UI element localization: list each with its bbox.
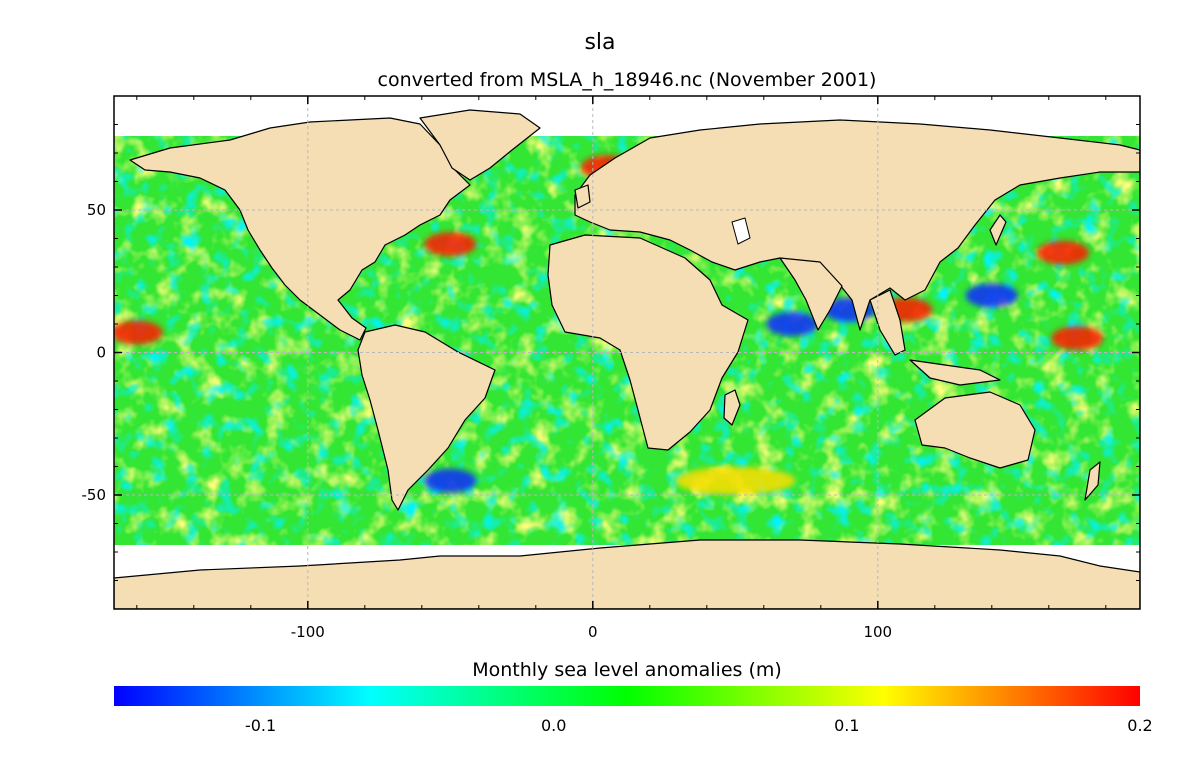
map-subtitle: converted from MSLA_h_18946.nc (November… — [377, 69, 877, 91]
anomaly-southern-ocean-atlantic — [424, 468, 477, 493]
australia — [914, 391, 1036, 469]
y-tick-label: 50 — [87, 201, 106, 219]
colorbar-tick-label: 0.0 — [540, 716, 567, 735]
anomaly-gulf-stream — [424, 232, 477, 257]
grid-lines — [114, 96, 1140, 609]
indian-subcontinent — [779, 257, 843, 331]
japan — [989, 214, 1007, 246]
map-title: sla — [584, 30, 616, 55]
british-isles — [574, 184, 591, 209]
x-tick-label: 100 — [863, 623, 892, 641]
land-masses — [114, 109, 1140, 609]
axes: -100 0 100 50 0 -50 — [82, 96, 1140, 641]
north-america — [129, 117, 471, 341]
x-tick-label: -100 — [291, 623, 325, 641]
y-tick-label: 0 — [96, 344, 106, 362]
eurasia — [574, 119, 1140, 331]
new-zealand — [1084, 461, 1101, 501]
africa — [547, 234, 749, 451]
y-tick-label: -50 — [82, 486, 107, 504]
anomaly-eastern-tropical-pacific — [114, 320, 163, 345]
south-america — [357, 324, 496, 511]
anomaly-arabian-sea — [766, 312, 819, 336]
caspian-sea — [731, 217, 751, 245]
antarctica — [114, 539, 1140, 609]
colorbar-tick-label: 0.2 — [1127, 716, 1153, 735]
colorbar-tick-label: -0.1 — [244, 716, 277, 735]
colorbar-title: Monthly sea level anomalies (m) — [472, 659, 782, 681]
madagascar — [723, 389, 741, 426]
indonesia — [909, 359, 1001, 386]
anomaly-equatorial-pacific — [1051, 326, 1104, 351]
anomaly-southern-ocean-indian — [675, 466, 796, 495]
x-tick-label: 0 — [588, 623, 598, 641]
anomaly-kuroshio-extension — [1037, 240, 1090, 265]
greenland — [419, 109, 541, 181]
colorbar — [114, 686, 1140, 706]
southeast-asia — [869, 289, 906, 356]
anomaly-western-pacific — [965, 283, 1018, 308]
colorbar-tick-label: 0.1 — [834, 716, 860, 735]
